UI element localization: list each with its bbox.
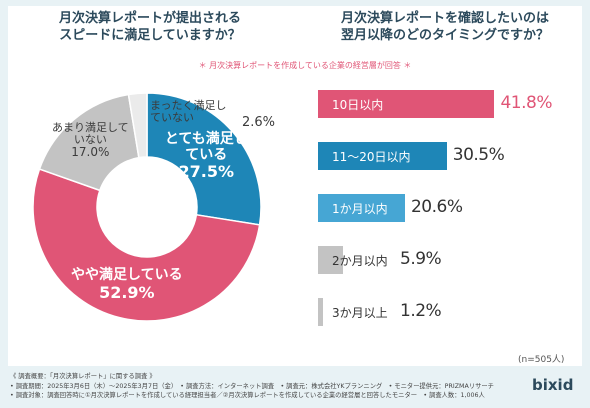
- bar-value: 1.2%: [400, 301, 442, 321]
- bar-value: 41.8%: [500, 93, 552, 113]
- pie-slice-label-text: まったく満足していない: [150, 99, 227, 125]
- bar-value: 30.5%: [452, 145, 505, 165]
- footer-line1: 《 調査概要：「月次決算レポート」に関する調査 》: [10, 373, 156, 380]
- pie-slice-label-text: あまり満足していない: [51, 121, 129, 147]
- footer-line3: • 調査対象：調査回答時に①月次決算レポートを作成している経理担当者／②月次決算…: [10, 392, 485, 399]
- pie-slice-label: とても満足している 27.5%: [163, 131, 249, 182]
- left-question: 月次決算レポートが提出される スピードに満足していますか？: [40, 10, 260, 44]
- left-question-line2: スピードに満足していますか？: [59, 28, 241, 43]
- donut-chart: [32, 92, 262, 322]
- bar-chart: 10日以内 41.8% 11〜20日以内 30.5% 1か月以内 20.6% 2か月以内 5.…: [318, 90, 568, 355]
- bar: [318, 194, 405, 222]
- bar: [318, 90, 495, 118]
- right-question-line1: 月次決算レポートを確認したいのは: [340, 11, 549, 26]
- left-question-line1: 月次決算レポートが提出される: [58, 11, 241, 26]
- pie-slice-label-text: とても満足している: [164, 131, 248, 163]
- subtitle-text: 月次決算レポートを作成している企業の経営層が回答: [209, 61, 401, 70]
- pie-slice-label: やや満足している 52.9%: [52, 268, 202, 301]
- n-note: (n=505人): [518, 355, 565, 365]
- footer: 《 調査概要：「月次決算レポート」に関する調査 》 • 調査期間：2025年3月…: [10, 372, 530, 401]
- bar-label: 11〜20日以内: [332, 150, 411, 164]
- right-question: 月次決算レポートを確認したいのは 翌月以降のどのタイミングですか？: [330, 10, 560, 44]
- pie-slice-label-text: やや満足している: [71, 267, 183, 284]
- pie-slice-value: 17.0%: [71, 145, 110, 160]
- footer-line2: • 調査期間：2025年3月6日（木）〜2025年3月7日（金） • 調査方法：…: [10, 382, 494, 390]
- bar: [318, 298, 324, 326]
- logo: bixid: [532, 376, 574, 394]
- pie-slice-label: まったく満足していない 2.6%: [150, 99, 275, 129]
- bar: [318, 142, 447, 170]
- bar-label: 3か月以上: [332, 306, 388, 320]
- bar-label: 10日以内: [332, 98, 384, 112]
- pie-slice-label: あまり満足していない 17.0%: [47, 122, 133, 159]
- pie-slice-value: 27.5%: [178, 162, 235, 182]
- subtitle: ＊ 月次決算レポートを作成している企業の経営層が回答 ＊: [150, 60, 460, 71]
- pie-slice: [127, 92, 148, 159]
- bar: [318, 246, 343, 274]
- pie-slice-value: 2.6%: [242, 115, 276, 130]
- bar-value: 20.6%: [410, 197, 463, 217]
- pie-slice: [146, 92, 262, 226]
- star-icon: ＊: [198, 61, 210, 70]
- bar-label: 2か月以内: [332, 254, 388, 268]
- pie-slice-value: 52.9%: [99, 282, 155, 302]
- pie-slice: [32, 168, 261, 322]
- bar-value: 5.9%: [400, 249, 442, 269]
- right-question-line2: 翌月以降のどのタイミングですか？: [340, 28, 549, 43]
- star-icon: ＊: [400, 61, 412, 70]
- bar-label: 1か月以内: [332, 202, 388, 216]
